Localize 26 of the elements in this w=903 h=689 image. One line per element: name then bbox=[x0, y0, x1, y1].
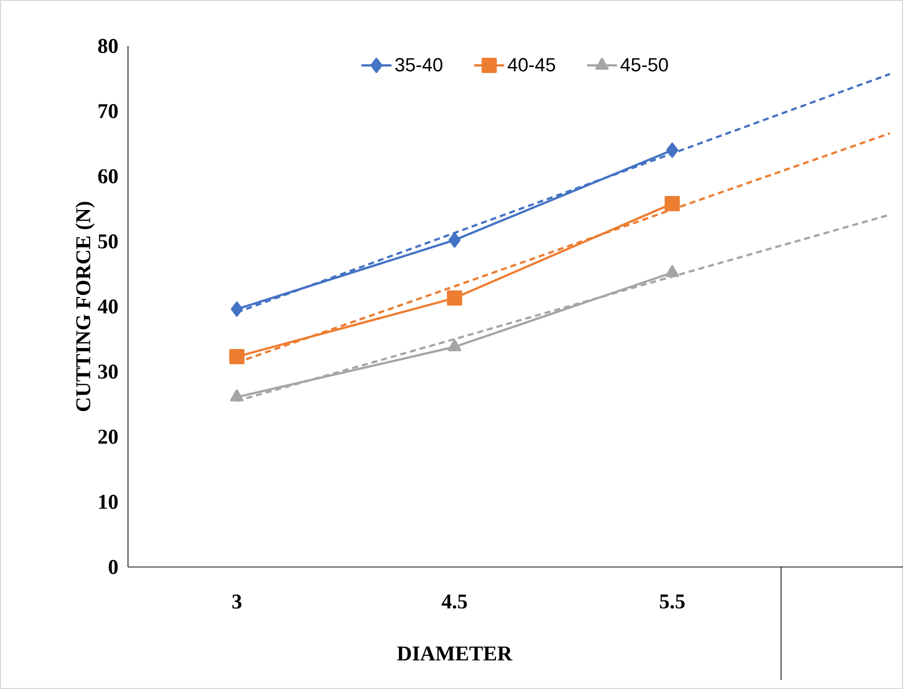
legend-label: 35-40 bbox=[395, 58, 442, 72]
point bbox=[666, 265, 679, 277]
y-tick-label: 60 bbox=[98, 169, 118, 184]
y-tick-label: 0 bbox=[108, 560, 118, 574]
point bbox=[664, 196, 680, 212]
x-tick-label: 4.5 bbox=[442, 594, 467, 609]
y-tick-label: 10 bbox=[99, 494, 118, 509]
y-tick-label: 40 bbox=[98, 299, 118, 314]
x-tick-label: 5.5 bbox=[660, 594, 685, 609]
x-axis-title: DIAMETER bbox=[397, 646, 512, 660]
legend-label: 40-45 bbox=[508, 58, 556, 72]
legend-label: 45-50 bbox=[620, 58, 668, 72]
point bbox=[666, 142, 678, 158]
x-tick-label: 3 bbox=[232, 594, 242, 609]
point bbox=[230, 302, 243, 317]
y-tick-label: 30 bbox=[98, 364, 118, 379]
y-tick-label: 70 bbox=[98, 104, 118, 118]
point bbox=[446, 290, 462, 306]
y-tick-label: 20 bbox=[98, 430, 118, 444]
point bbox=[448, 232, 461, 248]
y-axis-title: CUTTING FORCE (N) bbox=[76, 202, 95, 412]
point bbox=[229, 349, 244, 364]
point bbox=[448, 339, 462, 352]
y-tick-label: 50 bbox=[98, 234, 118, 248]
y-tick-label: 80 bbox=[98, 38, 118, 54]
point bbox=[230, 389, 244, 402]
